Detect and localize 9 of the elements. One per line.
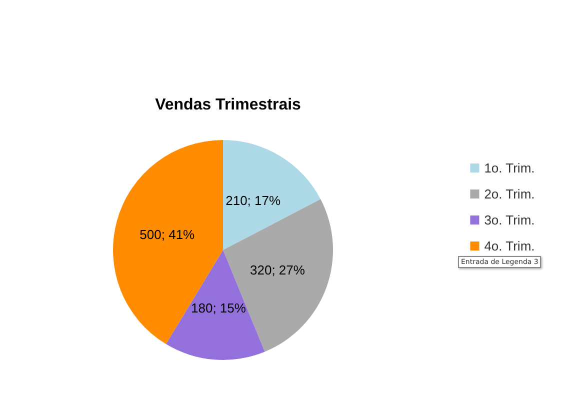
legend-label: 4o. Trim. (484, 238, 535, 254)
data-label: 320; 27% (250, 262, 306, 278)
chart-title: Vendas Trimestrais (155, 96, 302, 114)
legend-label: 2o. Trim. (484, 186, 535, 202)
data-label: 180; 15% (191, 300, 246, 316)
legend-label: 3o. Trim. (484, 212, 535, 228)
legend-label: 1o. Trim. (484, 160, 535, 176)
data-label: 500; 41% (140, 226, 196, 242)
data-label: 210; 17% (226, 192, 281, 208)
